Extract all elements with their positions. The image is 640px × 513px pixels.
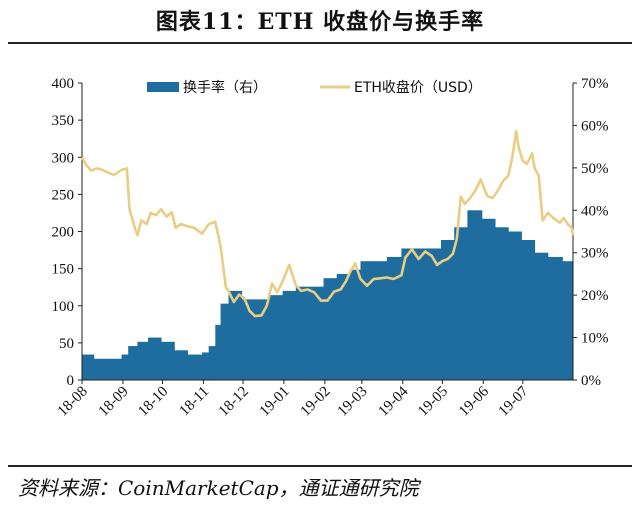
left-tick-label: 0 [67, 373, 75, 389]
x-tick-label: 19-05 [415, 384, 451, 420]
bottom-rule [8, 465, 632, 467]
right-tick-label: 40% [581, 203, 609, 219]
right-tick-label: 50% [581, 161, 609, 177]
left-tick-label: 50 [59, 336, 74, 352]
turnover-bar [202, 352, 210, 380]
turnover-bar [323, 278, 338, 380]
right-tick-label: 20% [581, 288, 609, 304]
turnover-bar [508, 231, 522, 380]
left-tick-label: 350 [52, 113, 75, 129]
chart-title: 图表11：ETH 收盘价与换手率 [0, 0, 640, 40]
source-note: 资料来源：CoinMarketCap，通证通研究院 [18, 476, 419, 500]
eth-price-line [80, 130, 575, 318]
turnover-bar [562, 261, 574, 380]
turnover-bar [93, 358, 108, 380]
turnover-bar [147, 337, 162, 380]
turnover-bar [161, 341, 175, 380]
turnover-bar [467, 210, 483, 380]
turnover-bar [373, 261, 388, 380]
turnover-bar [427, 248, 442, 380]
turnover-bar [309, 286, 324, 380]
x-tick-label: 18-09 [96, 384, 132, 420]
turnover-bar [534, 252, 549, 380]
turnover-bar [401, 248, 416, 380]
turnover-bar [295, 286, 310, 380]
left-tick-label: 150 [52, 262, 75, 278]
turnover-bar [282, 290, 297, 380]
x-tick-label: 19-07 [496, 383, 532, 419]
x-tick-label: 19-01 [257, 384, 293, 420]
left-tick-label: 100 [52, 299, 75, 315]
turnover-bar [386, 256, 402, 380]
turnover-bar [187, 354, 203, 380]
turnover-bars [82, 210, 574, 380]
turnover-bar [107, 358, 122, 380]
turnover-bar [268, 295, 284, 380]
title-text: 图表11：ETH 收盘价与换手率 [155, 9, 485, 35]
turnover-bar [349, 269, 361, 380]
x-tick-label: 18-08 [55, 384, 91, 420]
x-tick-label: 18-10 [135, 384, 171, 420]
turnover-bar [547, 256, 563, 380]
x-tick-label: 19-03 [335, 384, 371, 420]
turnover-bar [481, 218, 496, 380]
turnover-bar [441, 239, 455, 380]
turnover-bar [137, 341, 149, 380]
legend: 换手率（右） ETH收盘价（USD） [147, 79, 482, 96]
turnover-bar [82, 354, 95, 380]
left-tick-label: 400 [52, 76, 75, 92]
right-tick-label: 30% [581, 246, 609, 262]
turnover-bar [128, 346, 138, 380]
legend-label-turnover: 换手率（右） [183, 79, 267, 96]
legend-label-price: ETH收盘价（USD） [354, 79, 482, 96]
right-tick-label: 60% [581, 118, 609, 134]
turnover-bar [208, 346, 216, 380]
turnover-bar [215, 324, 221, 380]
left-tick-label: 200 [52, 225, 75, 241]
x-tick-label: 19-04 [375, 383, 411, 419]
turnover-bar [454, 227, 468, 380]
turnover-bar [220, 303, 229, 380]
turnover-bar [521, 239, 536, 380]
left-tick-label: 300 [52, 150, 75, 166]
x-tick-label: 18-11 [177, 384, 213, 420]
turnover-bar [174, 350, 188, 380]
turnover-bar [360, 261, 375, 380]
x-tick-label: 19-02 [298, 384, 334, 420]
turnover-bar [414, 248, 429, 380]
turnover-bar [241, 299, 256, 380]
right-tick-label: 70% [581, 76, 609, 92]
right-tick-label: 10% [581, 331, 609, 347]
left-tick-label: 250 [52, 187, 75, 203]
turnover-bar [336, 273, 351, 380]
turnover-bar [121, 354, 129, 380]
legend-swatch-turnover [147, 82, 179, 92]
turnover-bar [228, 290, 243, 380]
x-tick-label: 19-06 [456, 383, 492, 419]
turnover-bar [254, 299, 269, 380]
turnover-bar [495, 227, 509, 380]
x-tick-label: 18-12 [216, 384, 252, 420]
right-tick-label: 0% [581, 373, 601, 389]
top-rule [8, 42, 632, 44]
